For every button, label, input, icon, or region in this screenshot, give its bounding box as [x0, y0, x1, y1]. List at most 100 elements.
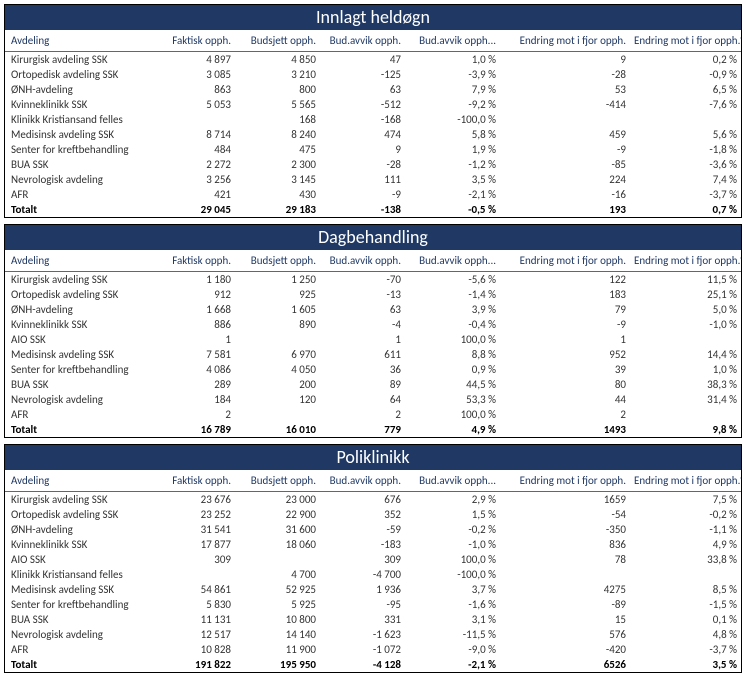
col-header: Bud.avvik opph. [320, 470, 405, 492]
row-label: Senter for kreftbehandling [5, 362, 155, 377]
cell: 23 000 [235, 492, 320, 508]
table-row: Klinikk Kristiansand felles4 700-4 700-1… [5, 567, 741, 582]
col-header: Bud.avvik opph... [405, 30, 500, 52]
cell: 4,8 % [630, 627, 741, 642]
col-header: Endring mot i fjor opph. [500, 470, 630, 492]
cell: 3,1 % [405, 612, 500, 627]
cell: 309 [320, 552, 405, 567]
table-row: AFR22100,0 %2 [5, 407, 741, 422]
row-label: BUA SSK [5, 612, 155, 627]
cell: 22 900 [235, 507, 320, 522]
cell: 100,0 % [405, 407, 500, 422]
cell: -3,6 % [630, 157, 741, 172]
cell: 1,9 % [405, 142, 500, 157]
cell: -16 [500, 187, 630, 202]
cell: 122 [500, 272, 630, 288]
row-label: Kirurgisk avdeling SSK [5, 52, 155, 68]
cell: -9,2 % [405, 97, 500, 112]
table-row: ØNH-avdeling863800637,9 %536,5 % [5, 82, 741, 97]
col-header: Budsjett opph. [235, 470, 320, 492]
cell: -28 [500, 67, 630, 82]
cell: 3,5 % [405, 172, 500, 187]
row-label: Kirurgisk avdeling SSK [5, 272, 155, 288]
cell: 7 581 [155, 347, 235, 362]
section-2: PoliklinikkAvdelingFaktisk opph.Budsjett… [4, 444, 742, 673]
cell: 430 [235, 187, 320, 202]
table-row: AFR421430-9-2,1 %-16-3,7 % [5, 187, 741, 202]
cell: 3 085 [155, 67, 235, 82]
col-header: Endring mot i fjor opph.% [630, 470, 741, 492]
table-row: Kvinneklinikk SSK5 0535 565-512-9,2 %-41… [5, 97, 741, 112]
cell: 3,7 % [405, 582, 500, 597]
cell: 31 600 [235, 522, 320, 537]
cell: 2 [320, 407, 405, 422]
total-cell: 191 822 [155, 657, 235, 672]
cell [630, 407, 741, 422]
row-label: AFR [5, 642, 155, 657]
cell: -1,4 % [405, 287, 500, 302]
cell: 36 [320, 362, 405, 377]
cell: -89 [500, 597, 630, 612]
col-header: Avdeling [5, 30, 155, 52]
total-cell: 0,7 % [630, 202, 741, 217]
cell: -95 [320, 597, 405, 612]
cell: 4 700 [235, 567, 320, 582]
col-header: Bud.avvik opph... [405, 250, 500, 272]
cell [500, 567, 630, 582]
total-cell: 195 950 [235, 657, 320, 672]
cell: -13 [320, 287, 405, 302]
row-label: Nevrologisk avdeling [5, 392, 155, 407]
cell: 168 [235, 112, 320, 127]
cell: -59 [320, 522, 405, 537]
cell: 14 140 [235, 627, 320, 642]
total-label: Totalt [5, 202, 155, 217]
cell [630, 567, 741, 582]
cell: 44,5 % [405, 377, 500, 392]
cell: -1,2 % [405, 157, 500, 172]
cell: 576 [500, 627, 630, 642]
cell: 5 830 [155, 597, 235, 612]
row-label: Ortopedisk avdeling SSK [5, 67, 155, 82]
cell: 200 [235, 377, 320, 392]
row-label: Medisinsk avdeling SSK [5, 347, 155, 362]
cell: -85 [500, 157, 630, 172]
cell: -0,9 % [630, 67, 741, 82]
cell: 352 [320, 507, 405, 522]
col-header: Faktisk opph. [155, 30, 235, 52]
table-row: Kirurgisk avdeling SSK1 1801 250-70-5,6 … [5, 272, 741, 288]
cell: 2 [500, 407, 630, 422]
col-header: Endring mot i fjor opph. [500, 30, 630, 52]
col-header: Budsjett opph. [235, 250, 320, 272]
cell: 53,3 % [405, 392, 500, 407]
col-header: Faktisk opph. [155, 250, 235, 272]
cell: 2,9 % [405, 492, 500, 508]
cell [235, 407, 320, 422]
table-row: AIO SSK309309100,0 %7833,8 % [5, 552, 741, 567]
cell: -3,7 % [630, 642, 741, 657]
total-cell: -2,1 % [405, 657, 500, 672]
data-table: AvdelingFaktisk opph.Budsjett opph. Bud.a… [5, 250, 741, 437]
cell: 100,0 % [405, 332, 500, 347]
row-label: Kvinneklinikk SSK [5, 537, 155, 552]
cell: -4 [320, 317, 405, 332]
cell [630, 112, 741, 127]
table-row: Kvinneklinikk SSK886890-4-0,4 %-9-1,0 % [5, 317, 741, 332]
total-cell: -4 128 [320, 657, 405, 672]
cell: 10 800 [235, 612, 320, 627]
cell: 5 053 [155, 97, 235, 112]
section-1: DagbehandlingAvdelingFaktisk opph.Budsje… [4, 224, 742, 438]
total-label: Totalt [5, 422, 155, 437]
cell: 10 828 [155, 642, 235, 657]
cell: -3,7 % [630, 187, 741, 202]
col-header: Budsjett opph. [235, 30, 320, 52]
cell: 3 256 [155, 172, 235, 187]
cell: 309 [155, 552, 235, 567]
table-row: Nevrologisk avdeling3 2563 1451113,5 %22… [5, 172, 741, 187]
cell: 44 [500, 392, 630, 407]
col-header: Avdeling [5, 250, 155, 272]
row-label: Senter for kreftbehandling [5, 142, 155, 157]
cell: 3 210 [235, 67, 320, 82]
cell: -100,0 % [405, 112, 500, 127]
row-label: Medisinsk avdeling SSK [5, 582, 155, 597]
cell: 31,4 % [630, 392, 741, 407]
